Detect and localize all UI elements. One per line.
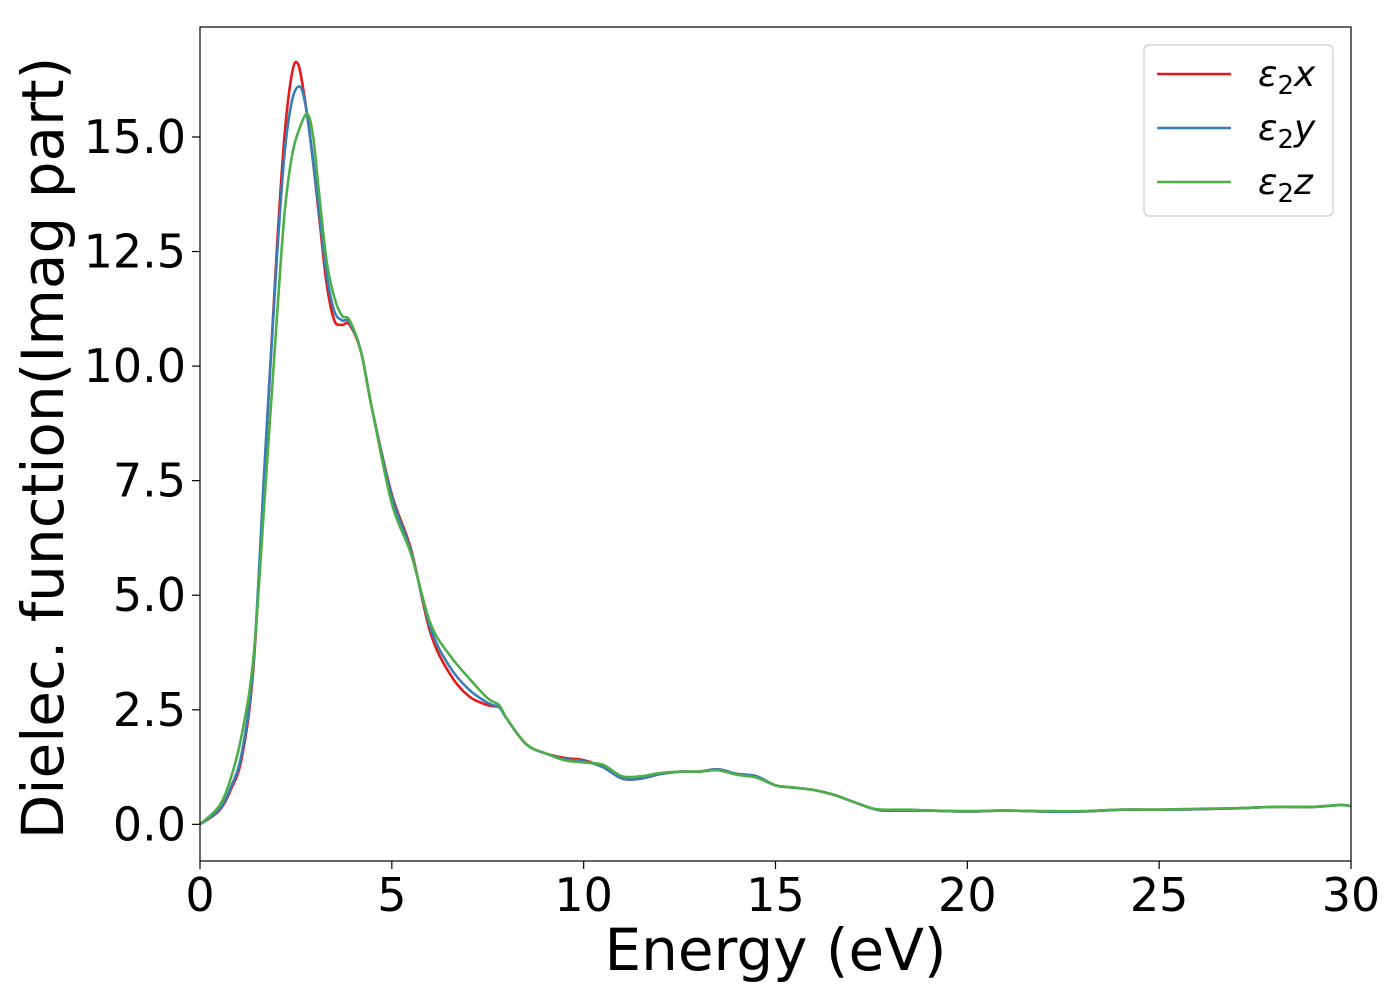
y-tick-label: 15.0 bbox=[84, 110, 186, 164]
x-tick-label: 20 bbox=[938, 868, 997, 922]
legend-label-z: ε2z bbox=[1258, 162, 1314, 209]
y-axis-ticks: 0.0 2.5 5.0 7.5 10.0 12.5 15.0 bbox=[84, 110, 200, 851]
x-axis-label: Energy (eV) bbox=[604, 916, 946, 984]
plot-lines bbox=[199, 60, 1352, 826]
x-axis-ticks: 0 5 10 15 20 25 30 bbox=[185, 861, 1380, 922]
x-tick-label: 10 bbox=[554, 868, 613, 922]
legend-label-y: ε2y bbox=[1258, 108, 1316, 155]
y-tick-label: 10.0 bbox=[84, 339, 186, 393]
y-tick-label: 7.5 bbox=[113, 454, 186, 508]
y-tick-label: 5.0 bbox=[113, 568, 186, 622]
y-tick-label: 0.0 bbox=[113, 797, 186, 851]
y-tick-label: 12.5 bbox=[84, 225, 186, 279]
x-tick-label: 15 bbox=[746, 868, 805, 922]
x-tick-label: 25 bbox=[1130, 868, 1189, 922]
x-tick-label: 5 bbox=[377, 868, 406, 922]
legend-label-x: ε2x bbox=[1258, 54, 1316, 101]
legend-box bbox=[1143, 44, 1334, 217]
legend: ε2x ε2y ε2z bbox=[1143, 44, 1334, 217]
series-line-z bbox=[199, 112, 1352, 826]
x-tick-label: 0 bbox=[185, 868, 214, 922]
x-tick-label: 30 bbox=[1322, 868, 1381, 922]
y-tick-label: 2.5 bbox=[113, 683, 186, 737]
y-axis-label: Dielec. function(Imag part) bbox=[9, 57, 77, 840]
